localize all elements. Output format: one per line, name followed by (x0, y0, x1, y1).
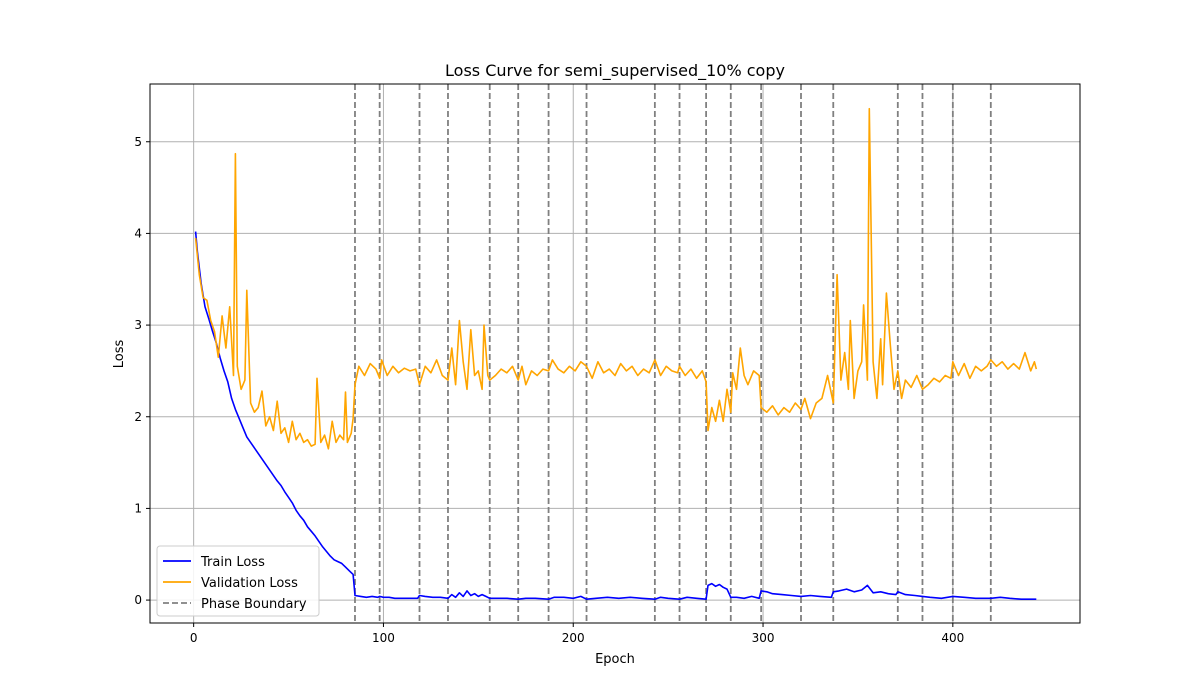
train-loss-line (194, 231, 1037, 600)
x-tick-label: 300 (752, 631, 775, 645)
x-axis-label: Epoch (595, 652, 635, 667)
series-layer (194, 107, 1038, 600)
y-tick-label: 2 (134, 410, 142, 424)
legend-label: Phase Boundary (201, 597, 307, 612)
legend-label: Validation Loss (201, 576, 298, 591)
x-tick-label: 200 (562, 631, 585, 645)
grid-lines (150, 84, 1080, 623)
chart-title: Loss Curve for semi_supervised_10% copy (445, 61, 785, 81)
y-axis-label: Loss (112, 340, 127, 369)
y-tick-label: 5 (134, 135, 142, 149)
y-tick-label: 1 (134, 501, 142, 515)
y-axis: 0 1 2 3 4 5 (134, 135, 150, 607)
legend: Train Loss Validation Loss Phase Boundary (156, 545, 320, 617)
y-tick-label: 3 (134, 318, 142, 332)
x-axis: 0 100 200 300 400 (190, 623, 964, 645)
validation-loss-line (194, 107, 1038, 450)
legend-box (156, 545, 320, 617)
x-tick-label: 0 (190, 631, 198, 645)
plot-frame (149, 83, 1081, 624)
y-tick-label: 0 (134, 593, 142, 607)
y-tick-label: 4 (134, 226, 142, 240)
x-tick-label: 100 (372, 631, 395, 645)
x-tick-label: 400 (941, 631, 964, 645)
legend-label: Train Loss (200, 555, 265, 570)
